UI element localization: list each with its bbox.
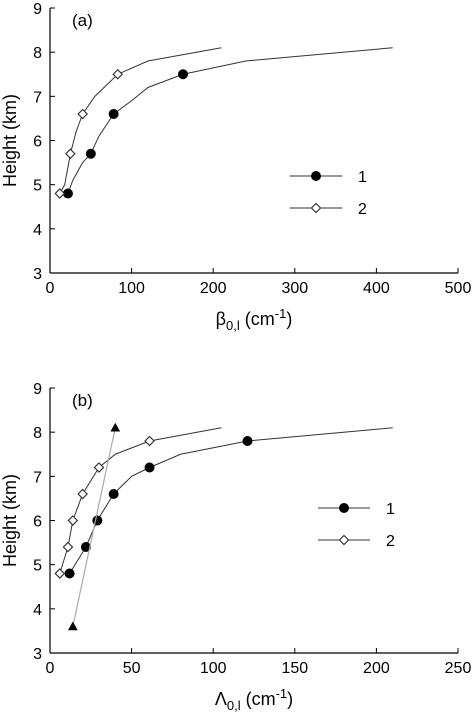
x-axis-title: Λ0,l (cm-1) [215, 686, 293, 713]
x-axis-title-close: ) [287, 689, 293, 709]
data-point [112, 68, 124, 80]
legend-marker [311, 171, 321, 181]
y-tick-label: 8 [33, 425, 42, 442]
data-point [77, 108, 88, 120]
y-axis-title: Height (km) [0, 94, 20, 187]
x-axis-title-units: (cm [241, 689, 276, 709]
x-tick-label: 300 [281, 280, 308, 297]
y-axis-title: Height (km) [0, 474, 20, 567]
data-point [93, 462, 105, 473]
y-tick-label: 6 [33, 134, 42, 151]
series-reference [67, 422, 121, 631]
x-axis-title-subscript: 0,l [227, 698, 241, 713]
legend-marker [339, 503, 349, 513]
x-tick-label: 100 [200, 660, 227, 677]
x-tick-label: 100 [118, 280, 145, 297]
chart-panel-a: 0 100 200 300 400 500 3 4 5 6 7 8 9 Height (km) β0,l (… [0, 1, 471, 333]
y-tick-label: 3 [33, 266, 42, 283]
x-tick-label: 50 [123, 660, 141, 677]
y-tick-label: 9 [33, 1, 42, 18]
x-axis-title-units: (cm [240, 309, 275, 329]
panel-label: (b) [72, 391, 93, 410]
series-2 [54, 47, 222, 199]
data-point [62, 541, 74, 553]
data-point [110, 422, 121, 432]
data-point [67, 515, 79, 526]
x-axis-title-superscript: -1 [276, 686, 288, 701]
y-tick-label: 4 [33, 602, 42, 619]
panel-label: (a) [72, 11, 93, 30]
data-point [108, 109, 119, 119]
x-tick-label: 250 [445, 660, 472, 677]
legend-label: 1 [358, 169, 367, 186]
legend-label: 1 [386, 501, 395, 518]
y-tick-label: 6 [33, 514, 42, 531]
legend: 12 [290, 169, 367, 218]
series-line [72, 427, 116, 627]
series-line [69, 427, 393, 574]
data-point [54, 188, 66, 199]
chart-panel-b: 0 50 100 150 200 250 3 4 5 6 7 8 9 Height (km) Λ0,l (c… [0, 381, 471, 713]
y-tick-label: 5 [33, 178, 42, 195]
data-point [77, 488, 88, 500]
x-tick-label: 500 [445, 280, 472, 297]
y-tick-label: 9 [33, 381, 42, 398]
series-line [67, 47, 393, 194]
series-1 [64, 427, 393, 579]
x-tick-label: 200 [363, 660, 390, 677]
x-tick-label: 0 [46, 280, 55, 297]
data-point [144, 435, 155, 447]
x-tick-label: 0 [46, 660, 55, 677]
data-point [242, 436, 253, 446]
legend-marker [310, 202, 322, 214]
y-tick-label: 8 [33, 45, 42, 62]
data-point [108, 489, 119, 499]
data-point [65, 148, 76, 160]
legend: 12 [318, 501, 395, 550]
data-point [92, 515, 103, 526]
y-tick-label: 7 [33, 469, 42, 486]
x-tick-label: 200 [200, 280, 227, 297]
x-axis-title-close: ) [286, 309, 292, 329]
x-axis-title-symbol: Λ [215, 689, 227, 709]
x-axis-title: β0,l (cm-1) [216, 306, 293, 333]
y-tick-label: 4 [33, 222, 42, 239]
series-line [59, 427, 222, 574]
series-1 [62, 47, 393, 199]
x-tick-label: 150 [281, 660, 308, 677]
data-point [144, 462, 155, 473]
data-point [54, 568, 66, 579]
x-axis-title-subscript: 0,l [226, 318, 240, 333]
series-2 [54, 427, 222, 579]
x-tick-label: 400 [363, 280, 390, 297]
y-tick-label: 5 [33, 558, 42, 575]
legend-marker [338, 534, 350, 546]
data-point [64, 568, 75, 579]
y-tick-label: 3 [33, 646, 42, 663]
series-line [59, 47, 222, 194]
data-point [178, 69, 189, 80]
x-axis-title-superscript: -1 [275, 306, 287, 321]
legend-label: 2 [358, 201, 367, 218]
data-point [85, 148, 96, 159]
data-point [67, 621, 78, 631]
y-tick-label: 7 [33, 89, 42, 106]
x-axis-title-symbol: β [216, 309, 226, 329]
legend-label: 2 [386, 533, 395, 550]
